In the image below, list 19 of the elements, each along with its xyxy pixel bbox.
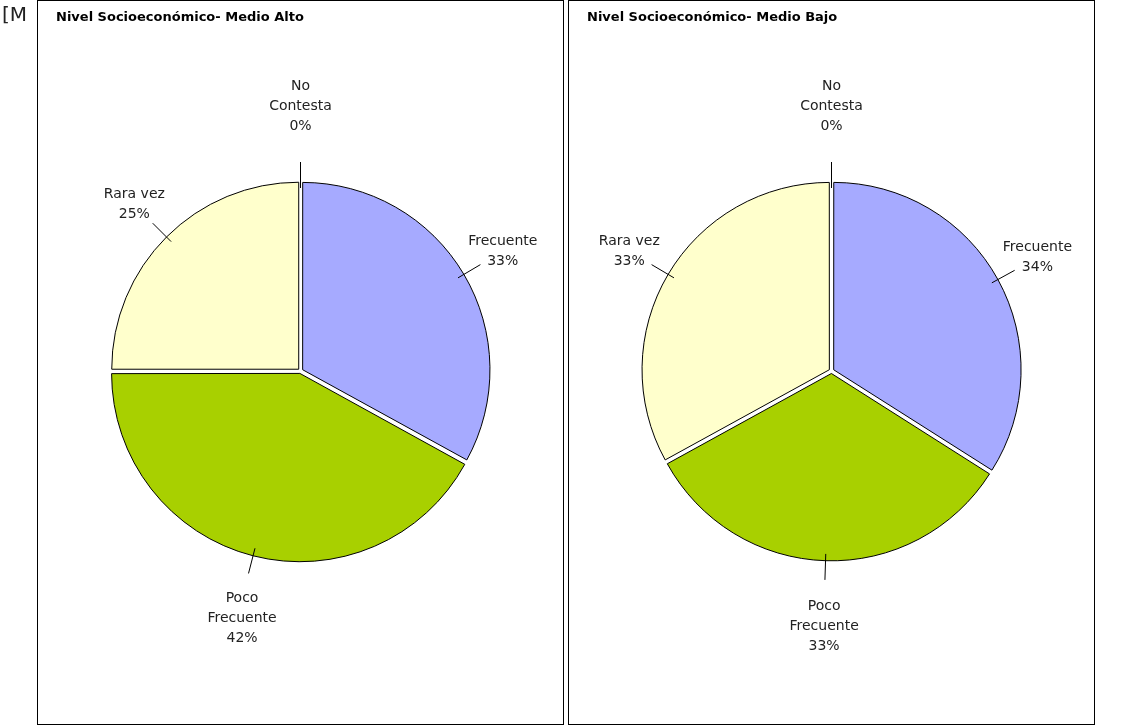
data-label: 25%	[118, 205, 150, 222]
slice-label: Poco Frecuente	[789, 596, 859, 633]
slice-label: Frecuente	[468, 232, 538, 249]
chart-title: Nivel Socioeconómico- Medio Bajo	[587, 9, 838, 24]
text: [M	[2, 2, 28, 26]
category-label: No Contesta	[800, 76, 863, 113]
category-label: No Contesta	[269, 76, 332, 113]
slice-label: Frecuente	[1002, 238, 1073, 255]
text: 0%	[820, 116, 843, 133]
text: 0%	[289, 116, 312, 133]
data-label: 42%	[226, 629, 258, 646]
data-label: 33%	[808, 636, 840, 653]
slice-label: Poco Frecuente	[207, 589, 277, 626]
slice-label: Rara vez	[103, 185, 165, 202]
chart-title: Nivel Socioeconómico- Medio Alto	[56, 9, 304, 24]
data-label: 33%	[613, 252, 645, 269]
slice-label: Rara vez	[598, 232, 660, 249]
data-label: 33%	[487, 252, 519, 269]
data-label: 34%	[1021, 258, 1053, 275]
